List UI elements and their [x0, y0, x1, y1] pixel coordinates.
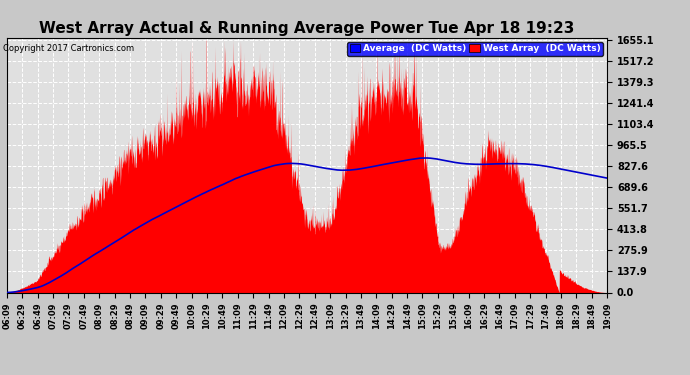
Legend: Average  (DC Watts), West Array  (DC Watts): Average (DC Watts), West Array (DC Watts…: [347, 42, 602, 56]
Text: Copyright 2017 Cartronics.com: Copyright 2017 Cartronics.com: [3, 44, 135, 52]
Title: West Array Actual & Running Average Power Tue Apr 18 19:23: West Array Actual & Running Average Powe…: [39, 21, 575, 36]
